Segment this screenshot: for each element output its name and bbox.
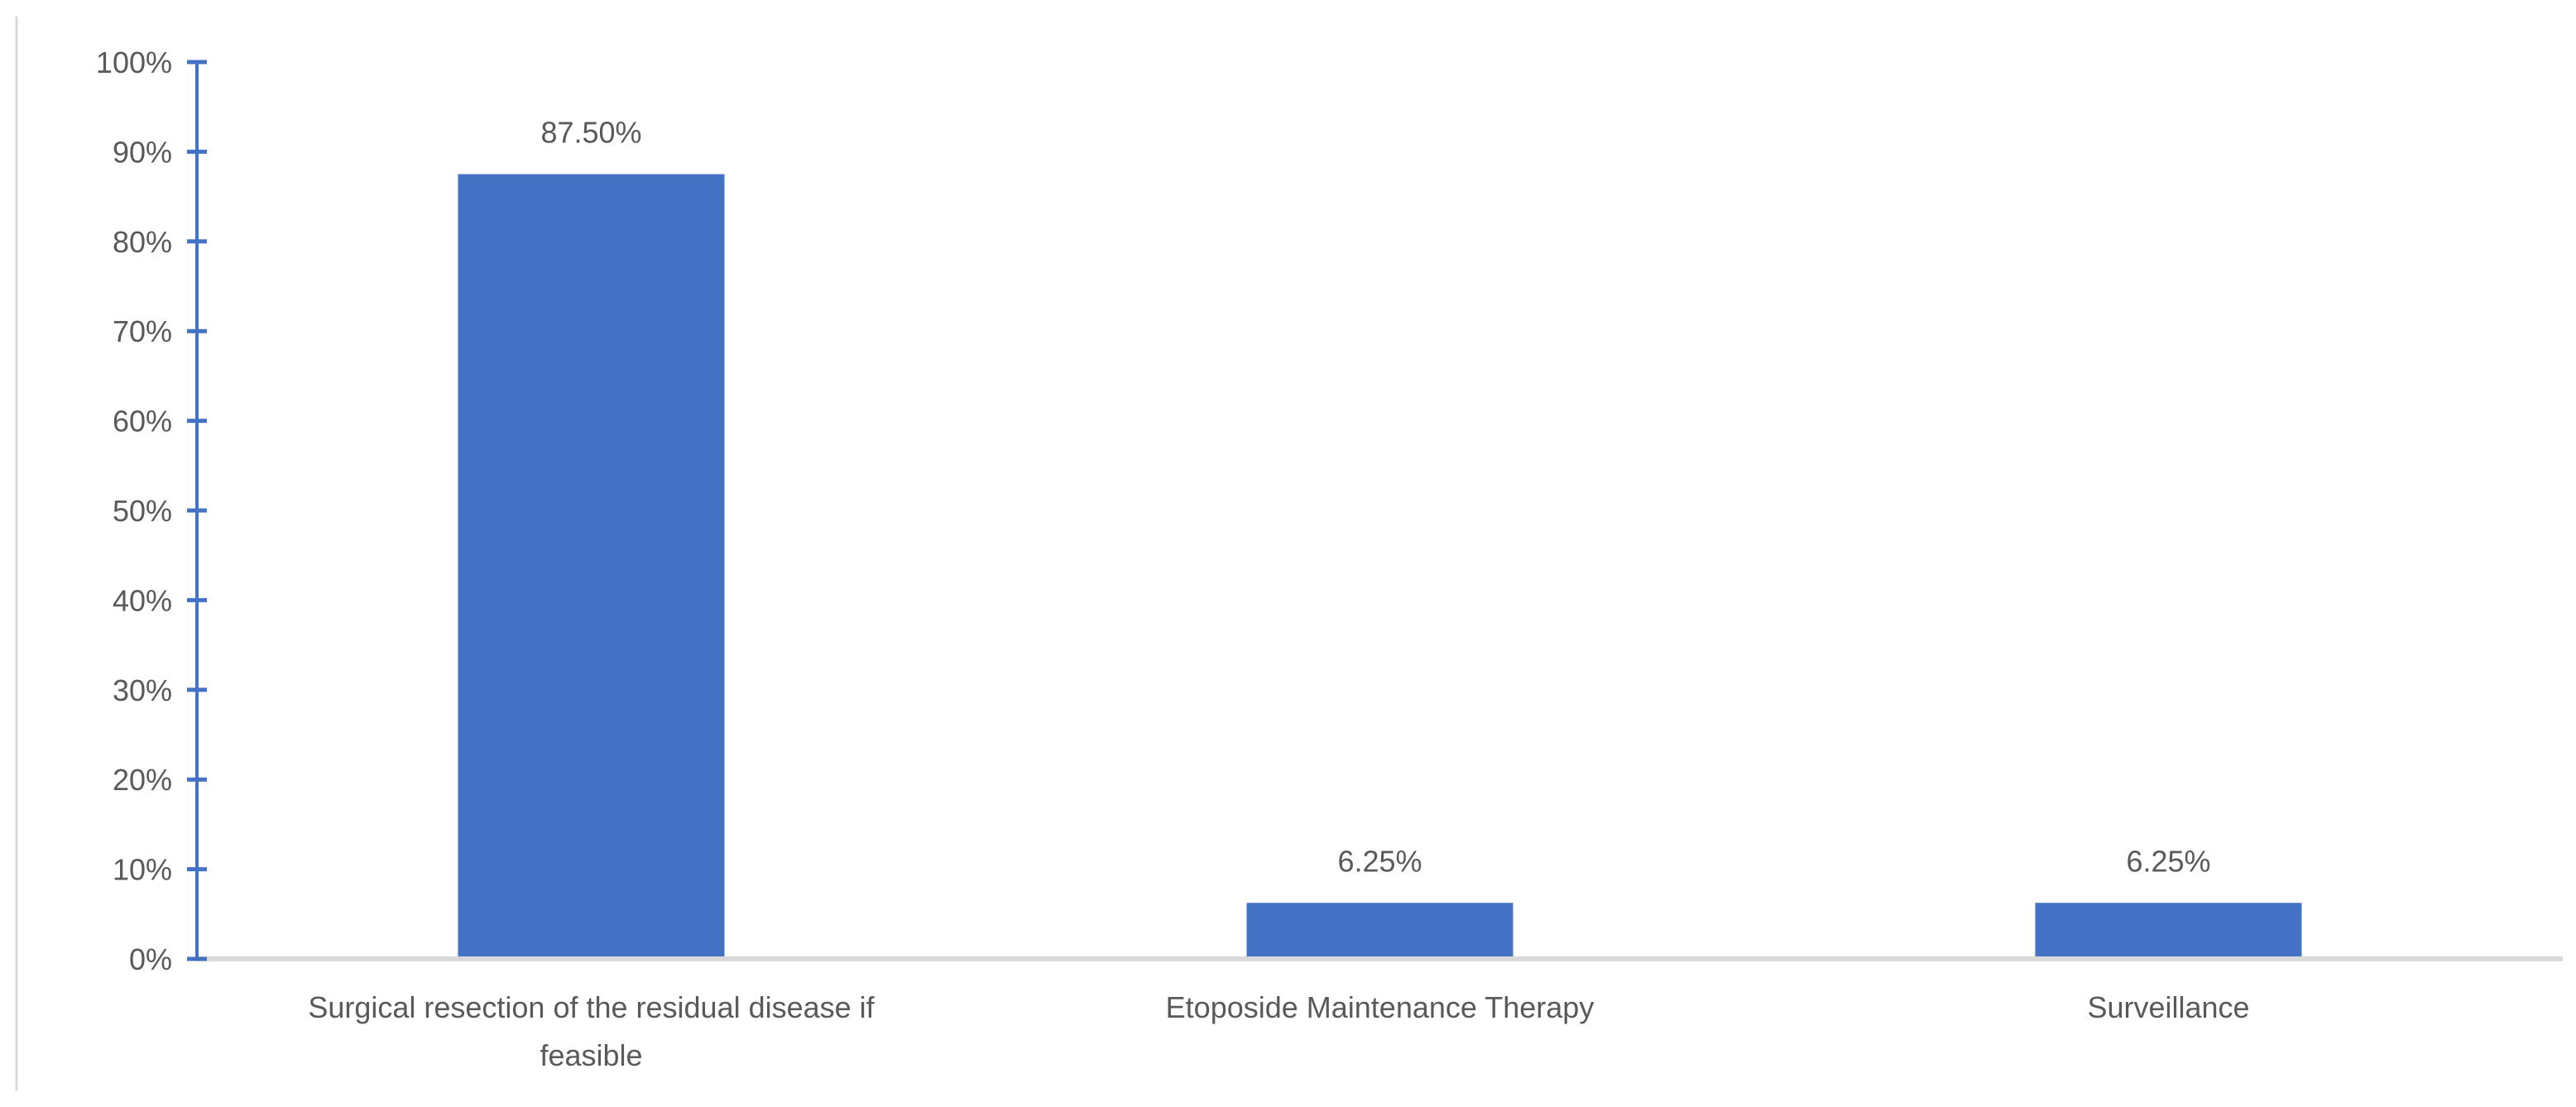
bar: [1246, 903, 1513, 956]
data-label: 6.25%: [1337, 844, 1422, 878]
x-tick-label: Surgical resection of the residual disea…: [308, 990, 875, 1024]
y-tick-label: 0%: [129, 942, 172, 976]
data-label: 6.25%: [2126, 844, 2210, 878]
bar: [458, 174, 725, 956]
y-tick-label: 70%: [113, 314, 172, 348]
bar: [2035, 903, 2302, 956]
x-tick-label: feasible: [540, 1038, 642, 1072]
y-tick-label: 10%: [113, 853, 172, 887]
y-tick-label: 50%: [113, 494, 172, 528]
y-tick-label: 20%: [113, 763, 172, 797]
y-tick-label: 60%: [113, 405, 172, 438]
x-tick-label: Surveillance: [2087, 990, 2249, 1024]
x-tick-label: Etoposide Maintenance Therapy: [1166, 990, 1595, 1024]
y-tick-label: 80%: [113, 225, 172, 259]
y-tick-label: 90%: [113, 135, 172, 169]
y-tick-label: 30%: [113, 673, 172, 707]
data-label: 87.50%: [540, 116, 641, 150]
y-tick-label: 40%: [113, 583, 172, 617]
y-tick-label: 100%: [96, 46, 172, 79]
